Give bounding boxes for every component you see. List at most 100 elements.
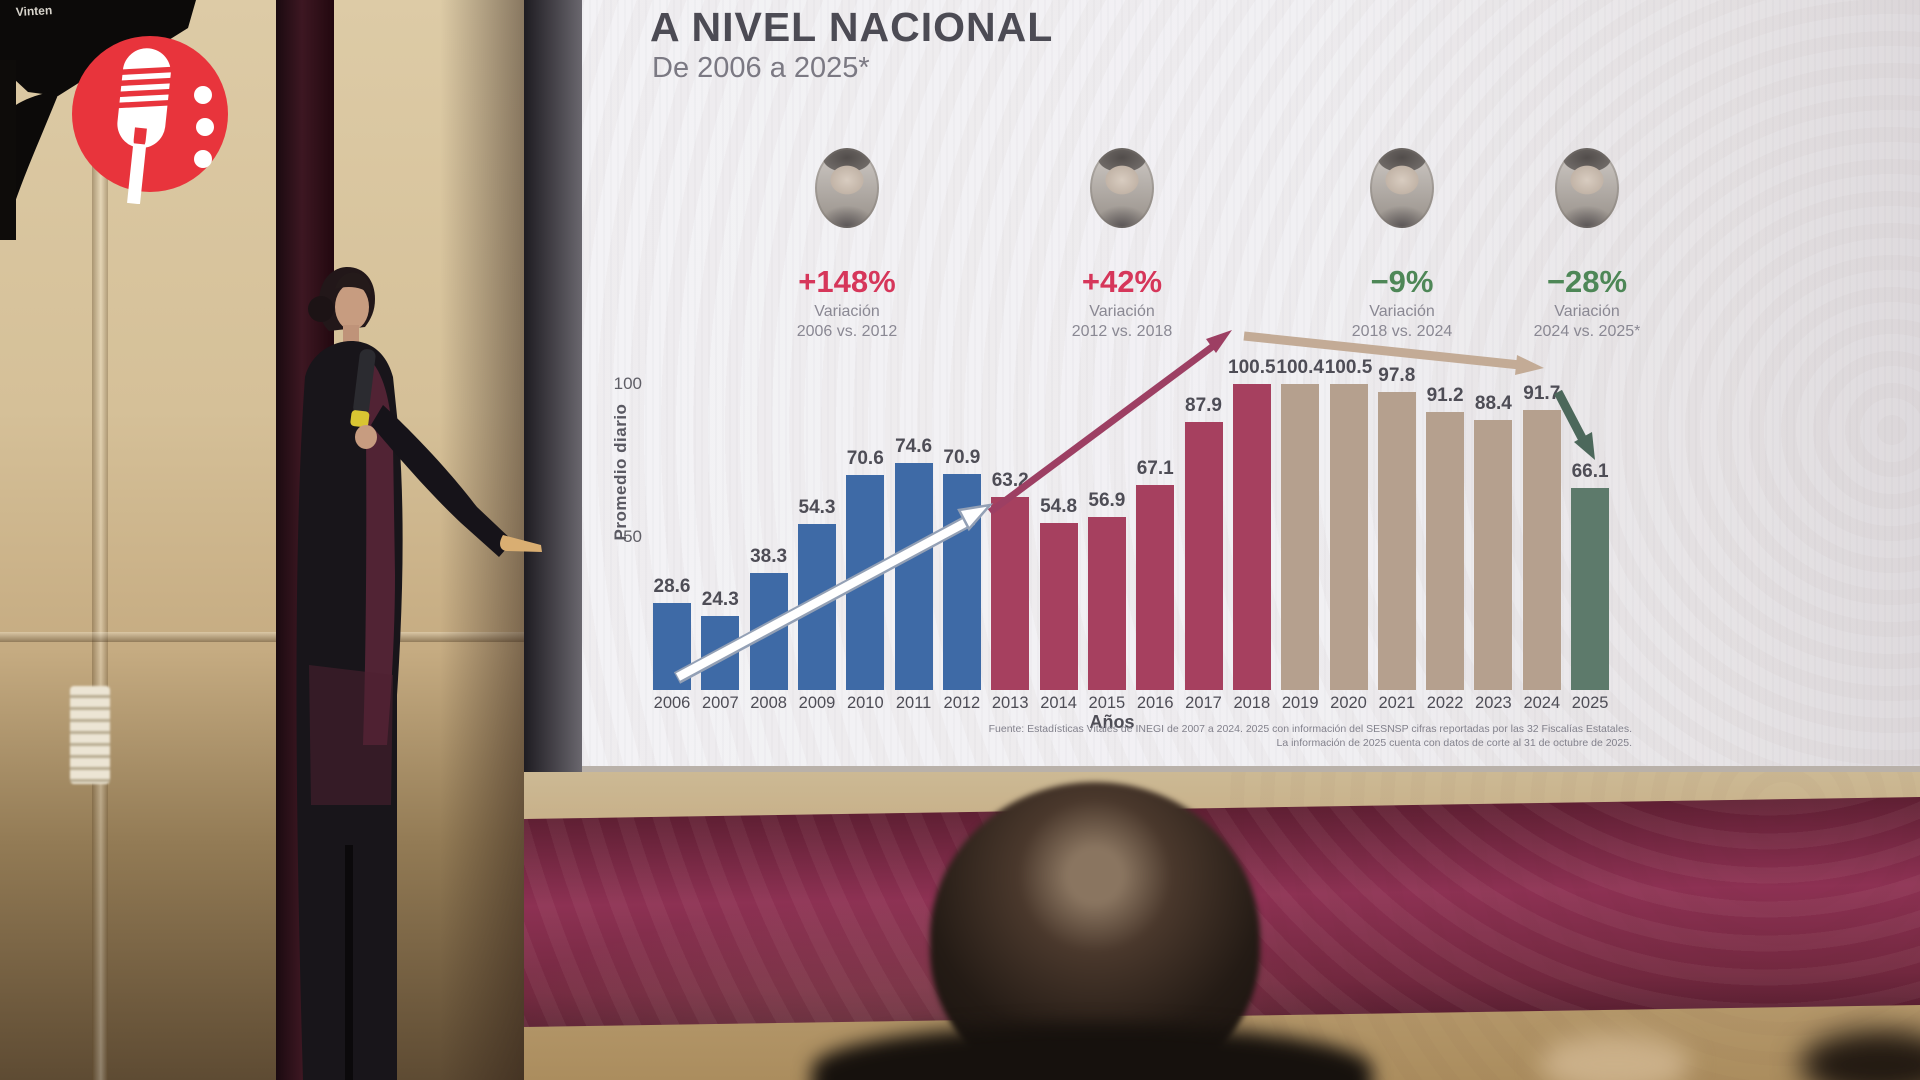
variation-caption: Variación xyxy=(814,303,880,320)
variation-pct: −9% xyxy=(1370,264,1434,299)
year-tick-2016: 2016 xyxy=(1136,694,1174,712)
variation-caption: Variación xyxy=(1089,303,1155,320)
source-line-2: La información de 2025 cuenta con datos … xyxy=(1276,737,1632,749)
year-tick-2007: 2007 xyxy=(701,694,739,712)
microphone xyxy=(350,349,376,428)
bar-value-2011: 74.6 xyxy=(895,435,933,457)
variation-range: 2018 vs. 2024 xyxy=(1351,323,1453,340)
variation-pct: +42% xyxy=(1081,264,1163,299)
studio-camera-silhouette: Vinten xyxy=(0,0,196,240)
bar-value-2010: 70.6 xyxy=(846,447,884,469)
bottom-right-blur-light xyxy=(1540,1034,1690,1080)
bar-2022 xyxy=(1426,411,1465,690)
year-tick-2006: 2006 xyxy=(653,694,691,712)
year-tick-2024: 2024 xyxy=(1523,694,1561,712)
year-tick-2013: 2013 xyxy=(991,694,1029,712)
bar-2006 xyxy=(653,602,691,690)
bar-value-2023: 88.4 xyxy=(1474,393,1512,415)
bar-2015 xyxy=(1087,516,1126,690)
variation-caption: Variación xyxy=(1369,303,1435,320)
bar-2023 xyxy=(1474,420,1513,690)
x-axis-label: Años xyxy=(1089,712,1135,732)
bar-2009 xyxy=(798,524,836,690)
bar-2013 xyxy=(991,497,1030,690)
slide-title: A NIVEL NACIONAL xyxy=(650,4,1054,50)
bar-value-2008: 38.3 xyxy=(750,546,788,568)
presenter-figure xyxy=(296,267,542,1080)
bar-2011 xyxy=(894,462,933,690)
camera-body xyxy=(0,0,196,96)
year-tick-2022: 2022 xyxy=(1426,694,1464,712)
bar-value-2024: 91.7 xyxy=(1523,383,1561,405)
presenter-pointing-arm xyxy=(371,405,513,557)
year-tick-2020: 2020 xyxy=(1330,694,1367,712)
year-tick-2009: 2009 xyxy=(798,694,836,712)
bar-value-2017: 87.9 xyxy=(1185,394,1222,416)
projection-screen: A NIVEL NACIONAL De 2006 a 2025* +148% Va… xyxy=(582,0,1920,772)
year-tick-2021: 2021 xyxy=(1378,694,1416,712)
presenter-hair-bun xyxy=(308,296,334,322)
bar-2008 xyxy=(749,573,788,690)
bar-2024 xyxy=(1522,410,1561,690)
year-tick-2023: 2023 xyxy=(1475,694,1512,712)
year-tick-2015: 2015 xyxy=(1088,694,1126,712)
presenter-pointing-hand xyxy=(500,535,542,552)
bar-value-2009: 54.3 xyxy=(798,497,836,519)
camera-pole xyxy=(0,60,16,240)
bar-value-2012: 70.9 xyxy=(943,446,981,468)
slide: A NIVEL NACIONAL De 2006 a 2025* +148% Va… xyxy=(582,0,1920,772)
president-portrait-2006-2012 xyxy=(815,148,879,228)
president-portrait-2012-2018 xyxy=(1090,148,1154,228)
presenter-mic-hand xyxy=(355,425,377,449)
radiator-vent xyxy=(70,686,110,784)
presenter-blazer-maroon xyxy=(363,355,395,745)
watermark-rings xyxy=(1224,772,1920,1080)
variation-caption: Variación xyxy=(1554,303,1620,320)
president-portrait-2024-2025 xyxy=(1555,148,1619,228)
variation-range: 2012 vs. 2018 xyxy=(1071,323,1173,340)
year-tick-2010: 2010 xyxy=(846,694,884,712)
bar-2017 xyxy=(1184,421,1223,690)
bar-value-2013: 63.2 xyxy=(991,470,1029,492)
source-note: Fuente: Estadísticas Vitales de INEGI de… xyxy=(989,722,1632,750)
press-logo xyxy=(72,36,228,204)
bar-2016 xyxy=(1136,485,1175,690)
bar-2021 xyxy=(1377,391,1416,690)
microphone-icon xyxy=(114,48,177,204)
year-tick-2018: 2018 xyxy=(1233,694,1271,712)
variation-range: 2006 vs. 2012 xyxy=(796,323,898,340)
y-tick-100: 100 xyxy=(613,374,642,393)
year-tick-2011: 2011 xyxy=(895,694,932,712)
bar-value-2025: 66.1 xyxy=(1571,461,1609,483)
bar-2020 xyxy=(1329,383,1368,690)
bar-2019 xyxy=(1281,383,1320,690)
bar-2018 xyxy=(1232,383,1271,690)
presenter-neck xyxy=(343,325,359,343)
bar-2007 xyxy=(701,615,740,690)
year-tick-2017: 2017 xyxy=(1185,694,1222,712)
year-tick-2025: 2025 xyxy=(1571,694,1609,712)
variation-range: 2024 vs. 2025* xyxy=(1533,323,1641,340)
presenter-pants-gap xyxy=(345,845,353,1080)
camera-brand-label: Vinten xyxy=(15,3,52,19)
variation-pct: +148% xyxy=(798,264,896,299)
wall-trim xyxy=(92,0,108,1080)
president-portrait-2018-2024 xyxy=(1370,148,1434,228)
y-tick-50: 50 xyxy=(623,526,642,546)
presenter-hair-front xyxy=(335,272,372,295)
bar-2010 xyxy=(846,474,885,690)
screen-bezel xyxy=(524,0,582,790)
bar-value-2016: 67.1 xyxy=(1136,458,1174,480)
bar-2025 xyxy=(1571,488,1610,690)
year-tick-2014: 2014 xyxy=(1040,694,1077,712)
slide-subtitle: De 2006 a 2025* xyxy=(652,52,870,84)
year-tick-2008: 2008 xyxy=(750,694,787,712)
presenter-face xyxy=(335,284,369,330)
bar-value-2007: 24.3 xyxy=(701,588,739,610)
year-tick-2012: 2012 xyxy=(943,694,981,712)
year-tick-2019: 2019 xyxy=(1281,694,1319,712)
source-line-1: Fuente: Estadísticas Vitales de INEGI de… xyxy=(988,723,1632,735)
bar-value-2021: 97.8 xyxy=(1378,364,1416,386)
bar-2014 xyxy=(1039,522,1078,690)
